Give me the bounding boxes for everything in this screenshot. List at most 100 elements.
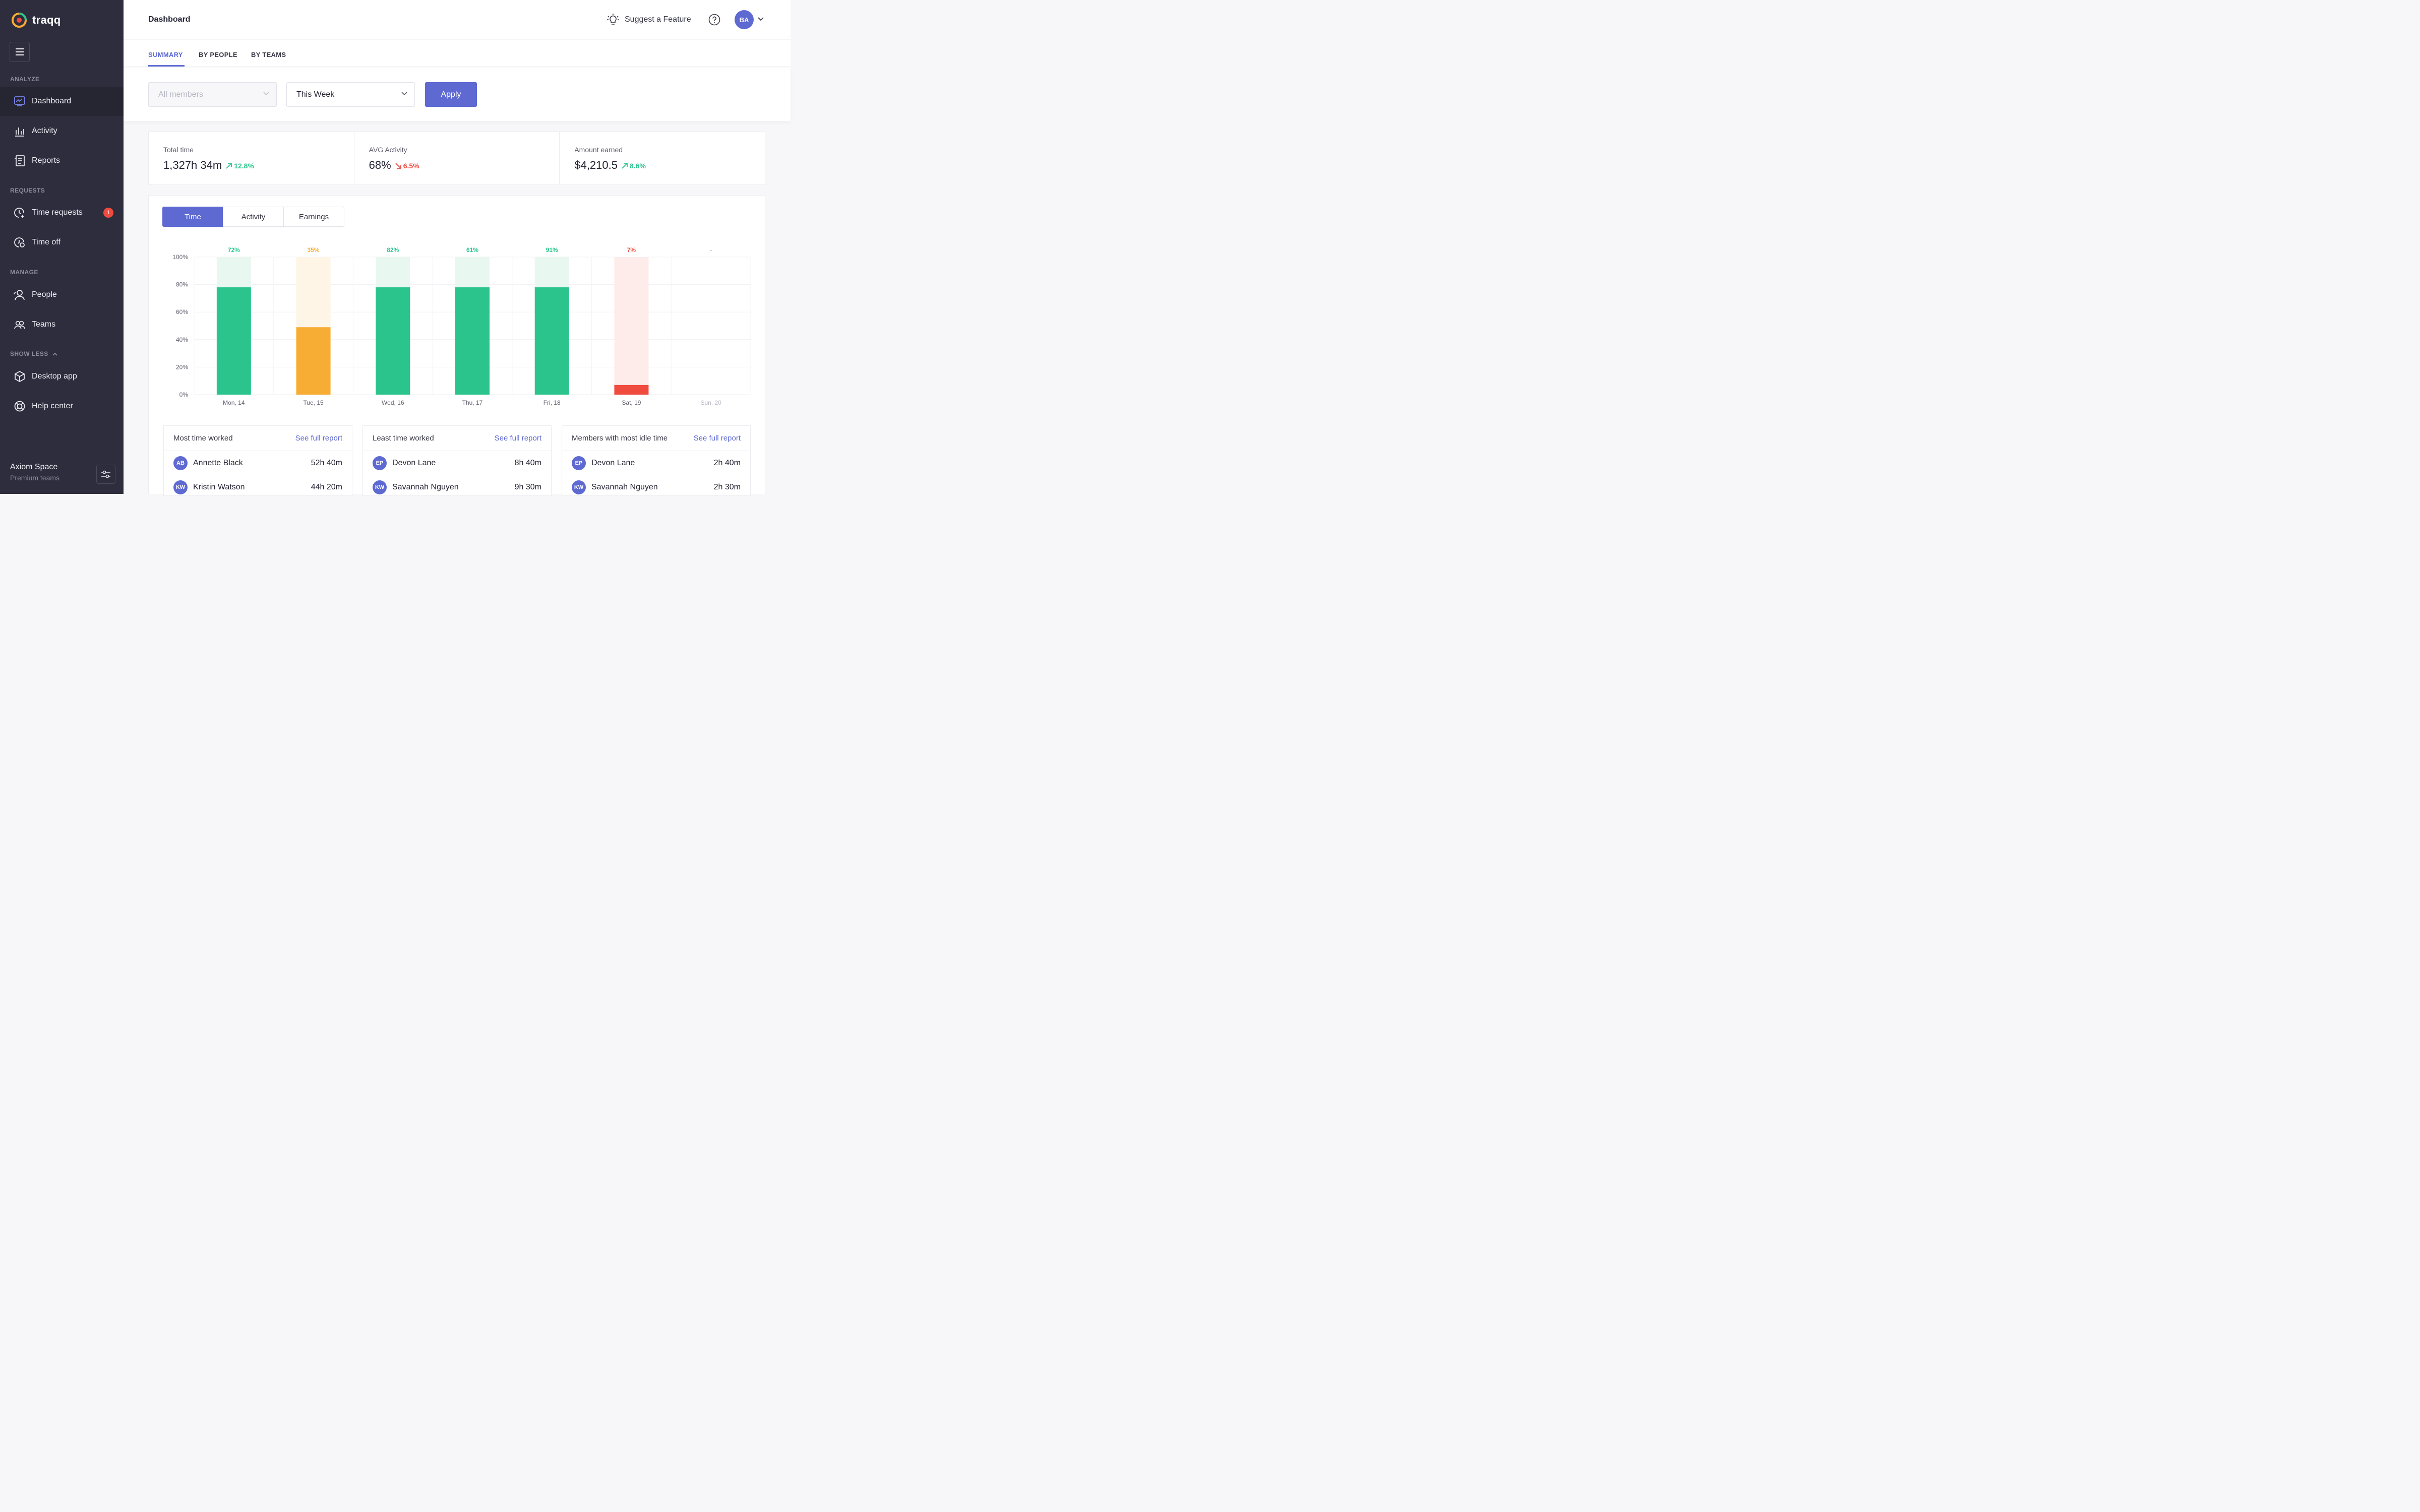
help-button[interactable]	[708, 14, 720, 28]
x-tick-label: Mon, 14	[223, 399, 245, 406]
stat-value: 1,327h 34m	[163, 159, 222, 171]
report-icon	[14, 155, 26, 167]
x-tick-label: Wed, 16	[382, 399, 404, 406]
avatar: KW	[173, 480, 188, 494]
chart-card: Time Activity Earnings 100% 80% 60% 40% 20% 0…	[148, 195, 765, 496]
stat-value: 68%	[369, 159, 391, 171]
y-tick-label: 60%	[176, 308, 188, 316]
apply-button[interactable]: Apply	[425, 82, 477, 107]
sidebar-item-teams[interactable]: Teams	[0, 310, 124, 339]
panel-title: Most time worked	[173, 434, 233, 443]
sidebar-item-label: Time requests	[32, 208, 83, 217]
member-name: Savannah Nguyen	[591, 483, 658, 491]
toggle-earnings[interactable]: Earnings	[283, 207, 344, 227]
active-tab-indicator	[148, 65, 185, 67]
activity-label: 82%	[387, 246, 399, 254]
member-name: Kristin Watson	[193, 483, 245, 491]
stat-label: AVG Activity	[369, 146, 407, 154]
menu-toggle-button[interactable]	[10, 42, 30, 62]
members-select[interactable]: All members	[148, 82, 277, 107]
help-circle-icon	[708, 14, 720, 26]
sidebar-item-people[interactable]: People	[0, 280, 124, 309]
chevron-down-icon[interactable]	[758, 17, 764, 21]
see-full-report-link[interactable]: See full report	[693, 434, 741, 443]
list-item[interactable]: KW Savannah Nguyen 2h 30m	[562, 475, 750, 499]
arrow-down-right-icon	[395, 163, 401, 169]
y-tick-label: 0%	[179, 391, 189, 398]
stat-delta-value: 8.6%	[629, 162, 646, 170]
logo-text: traqq	[32, 14, 61, 26]
activity-label: 61%	[466, 246, 478, 254]
stat-total-time: Total time 1,327h 34m 12.8%	[149, 132, 354, 184]
stat-delta-value: 12.8%	[234, 162, 254, 170]
list-item[interactable]: EP Devon Lane 2h 40m	[562, 451, 750, 475]
toggle-time[interactable]: Time	[162, 207, 223, 227]
user-avatar[interactable]: BA	[735, 10, 754, 29]
panel-title: Members with most idle time	[572, 434, 668, 443]
stat-value-row: 1,327h 34m 12.8%	[163, 159, 354, 172]
sidebar-item-activity[interactable]: Activity	[0, 116, 124, 146]
notification-badge: 1	[103, 208, 113, 218]
arrow-up-right-icon	[622, 163, 628, 169]
show-less-label: SHOW LESS	[10, 350, 48, 357]
bar	[455, 287, 490, 395]
clock-plus-icon	[14, 207, 26, 219]
activity-label: -	[710, 246, 712, 254]
period-select-value: This Week	[296, 90, 335, 99]
panel-most-time: Most time worked See full report AB Anne…	[163, 425, 352, 496]
toggle-activity[interactable]: Activity	[223, 207, 284, 227]
suggest-feature-label: Suggest a Feature	[625, 15, 691, 24]
show-less-toggle[interactable]: SHOW LESS	[10, 350, 57, 357]
bar	[296, 327, 331, 395]
tab-by-people[interactable]: BY PEOPLE	[199, 51, 237, 58]
avatar: KW	[572, 480, 586, 494]
sidebar-item-help-center[interactable]: Help center	[0, 392, 124, 421]
period-select[interactable]: This Week	[286, 82, 415, 107]
tab-by-teams[interactable]: BY TEAMS	[251, 51, 286, 58]
chart-metric-toggle: Time Activity Earnings	[162, 207, 344, 227]
filter-bar: All members This Week Apply	[124, 68, 791, 121]
sidebar-item-label: Reports	[32, 156, 60, 165]
logo[interactable]: traqq	[11, 10, 61, 30]
avatar: AB	[173, 456, 188, 470]
tab-summary[interactable]: SUMMARY	[148, 51, 183, 58]
sidebar-item-label: Teams	[32, 320, 56, 329]
sidebar-item-time-off[interactable]: Time off	[0, 228, 124, 257]
sidebar-item-desktop-app[interactable]: Desktop app	[0, 362, 124, 391]
section-manage: MANAGE	[10, 269, 38, 276]
stat-avg-activity: AVG Activity 68% 6.5%	[354, 132, 560, 184]
report-tabs: SUMMARY BY PEOPLE BY TEAMS	[124, 40, 791, 67]
list-item[interactable]: KW Kristin Watson 44h 20m	[164, 475, 352, 499]
sidebar-item-label: Help center	[32, 402, 73, 410]
suggest-feature-button[interactable]: Suggest a Feature	[607, 13, 691, 26]
members-select-placeholder: All members	[158, 90, 203, 99]
bar-chart-icon	[14, 125, 26, 137]
sidebar-item-label: Dashboard	[32, 97, 72, 105]
stat-delta: 8.6%	[622, 162, 646, 170]
activity-label: 7%	[627, 246, 636, 254]
sidebar: traqq ANALYZE Dashboard Activity Reports…	[0, 0, 124, 494]
arrow-up-right-icon	[226, 163, 232, 169]
list-item[interactable]: KW Savannah Nguyen 9h 30m	[363, 475, 551, 499]
list-item[interactable]: EP Devon Lane 8h 40m	[363, 451, 551, 475]
sidebar-item-label: Desktop app	[32, 372, 77, 381]
sidebar-item-label: Activity	[32, 127, 57, 135]
traqq-logo-icon	[12, 13, 27, 28]
x-tick-label: Sat, 19	[622, 399, 641, 406]
list-item[interactable]: AB Annette Black 52h 40m	[164, 451, 352, 475]
cube-icon	[14, 370, 26, 383]
bar	[534, 287, 569, 395]
bar-background	[614, 257, 649, 395]
member-time: 52h 40m	[311, 459, 342, 467]
section-analyze: ANALYZE	[10, 76, 40, 83]
section-requests: REQUESTS	[10, 187, 45, 194]
sidebar-item-reports[interactable]: Reports	[0, 146, 124, 175]
teams-icon	[14, 319, 26, 331]
see-full-report-link[interactable]: See full report	[295, 434, 342, 443]
bar	[614, 385, 649, 395]
see-full-report-link[interactable]: See full report	[494, 434, 541, 443]
sidebar-item-time-requests[interactable]: Time requests 1	[0, 198, 124, 227]
sidebar-item-dashboard[interactable]: Dashboard	[0, 87, 124, 116]
member-name: Devon Lane	[591, 459, 635, 467]
workspace-settings-button[interactable]	[96, 465, 115, 484]
